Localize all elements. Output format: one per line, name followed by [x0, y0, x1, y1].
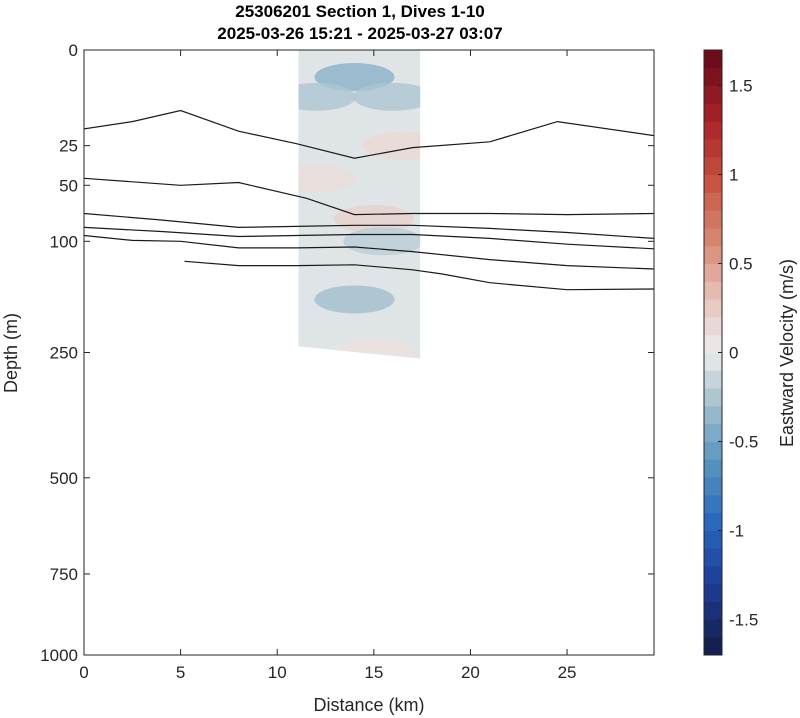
colorbar-segment [704, 192, 722, 211]
isopycnal-contours [84, 109, 654, 291]
x-tick-label: 5 [176, 663, 185, 682]
velocity-patch [353, 82, 421, 111]
colorbar-segment [704, 388, 722, 407]
colorbar-segment [704, 405, 722, 425]
velocity-field [298, 50, 421, 359]
chart-title: 25306201 Section 1, Dives 1-10 [235, 2, 485, 21]
isopycnal-line [184, 260, 654, 291]
colorbar-segment [704, 370, 722, 389]
velocity-patch [298, 164, 356, 193]
colorbar-tick-label: 1 [729, 166, 738, 185]
y-tick-label: 250 [50, 344, 78, 363]
colorbar-segment [704, 583, 722, 603]
chart-subtitle: 2025-03-26 15:21 - 2025-03-27 03:07 [217, 24, 502, 43]
colorbar-label: Eastward Velocity (m/s) [777, 259, 797, 447]
x-axis: 0 5 10 15 20 25 [79, 50, 577, 682]
colorbar-segment [704, 566, 722, 585]
colorbar-segment [704, 494, 722, 514]
colorbar-segment [704, 530, 722, 549]
colorbar-segment [704, 263, 722, 282]
velocity-patch [333, 204, 414, 233]
y-tick-label: 50 [59, 176, 78, 195]
colorbar-segment [704, 441, 722, 460]
colorbar-segment [704, 316, 722, 336]
y-tick-label: 25 [59, 137, 78, 156]
y-tick-label: 500 [50, 469, 78, 488]
colorbar-segment [704, 477, 722, 496]
x-tick-label: 25 [558, 663, 577, 682]
colorbar-segment [704, 210, 722, 229]
velocity-patch [298, 82, 356, 111]
y-axis-label: Depth (m) [1, 313, 21, 393]
isopycnal-line [84, 212, 654, 239]
colorbar-segment [704, 548, 722, 567]
isopycnal-line [84, 234, 654, 270]
y-axis: 0 25 50 100 250 500 750 1000 [40, 41, 654, 665]
x-axis-label: Distance (km) [313, 695, 424, 715]
colorbar-tick-label: 0 [729, 344, 738, 363]
velocity-patch [314, 285, 395, 314]
colorbar-segment [704, 245, 722, 265]
colorbar-segment [704, 227, 722, 247]
y-tick-label: 100 [50, 232, 78, 251]
isopycnal-line [84, 177, 654, 216]
colorbar-tick-label: 1.5 [729, 77, 753, 96]
colorbar-tick-label: 0.5 [729, 255, 753, 274]
colorbar-segment [704, 156, 722, 176]
isopycnal-line [84, 109, 654, 159]
colorbar-segment [704, 423, 722, 442]
colorbar-segment [704, 103, 722, 122]
colorbar-segment [704, 619, 722, 638]
colorbar-segment [704, 299, 722, 318]
colorbar-segment [704, 121, 722, 140]
x-tick-label: 0 [79, 663, 88, 682]
colorbar-segment [704, 637, 722, 656]
colorbar-segment [704, 138, 722, 158]
velocity-patch [314, 63, 395, 92]
colorbar-segment [704, 459, 722, 478]
colorbar-segment [704, 174, 722, 193]
colorbar: 1.5 1 0.5 0 -0.5 -1 -1.5 [703, 49, 758, 656]
velocity-patch [333, 338, 414, 359]
colorbar-segment [704, 85, 722, 104]
x-tick-label: 15 [364, 663, 383, 682]
colorbar-segment [704, 601, 722, 620]
x-tick-label: 10 [268, 663, 287, 682]
colorbar-tick-label: -1 [729, 521, 744, 540]
colorbar-tick-label: -0.5 [729, 432, 758, 451]
colorbar-segment [704, 67, 722, 87]
y-tick-label: 0 [69, 41, 78, 60]
colorbar-segment [704, 512, 722, 531]
y-tick-label: 1000 [40, 646, 78, 665]
colorbar-segment [704, 334, 722, 353]
colorbar-segment [704, 50, 722, 69]
colorbar-tick-label: -1.5 [729, 610, 758, 629]
y-tick-label: 750 [50, 565, 78, 584]
isopycnal-line [84, 226, 654, 250]
colorbar-segment [704, 352, 722, 371]
colorbar-segment [704, 281, 722, 300]
x-tick-label: 20 [461, 663, 480, 682]
